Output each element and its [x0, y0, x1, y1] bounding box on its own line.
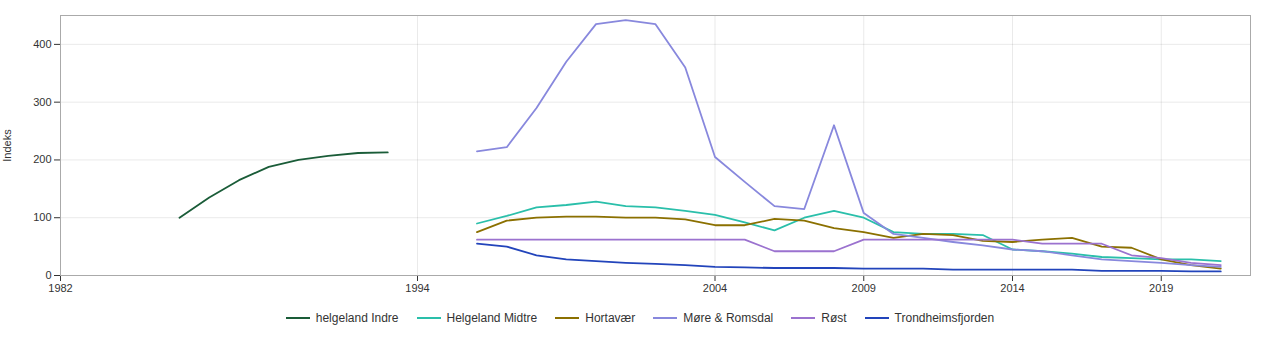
html-text:Hortavær: Hortavær [585, 311, 636, 325]
svg-text:100: 100 [33, 211, 51, 223]
svg-text:400: 400 [33, 38, 51, 50]
svg-text:2019: 2019 [1149, 282, 1173, 294]
html-text:Helgeland Midtre: Helgeland Midtre [446, 311, 538, 325]
svg-text:1994: 1994 [405, 282, 429, 294]
svg-text:2014: 2014 [1000, 282, 1024, 294]
svg-text:2004: 2004 [703, 282, 727, 294]
svg-text:2009: 2009 [852, 282, 876, 294]
svg-text:300: 300 [33, 96, 51, 108]
svg-text:200: 200 [33, 153, 51, 165]
svg-text:0: 0 [45, 269, 51, 281]
html-text:Møre & Romsdal: Møre & Romsdal [683, 311, 774, 325]
html-text:helgeland Indre: helgeland Indre [315, 311, 399, 325]
svg-text:1982: 1982 [48, 282, 72, 294]
html-text:Trondheimsfjorden: Trondheimsfjorden [894, 311, 995, 325]
svg-text:Indeks: Indeks [1, 129, 13, 162]
html-text:Røst: Røst [821, 311, 847, 325]
